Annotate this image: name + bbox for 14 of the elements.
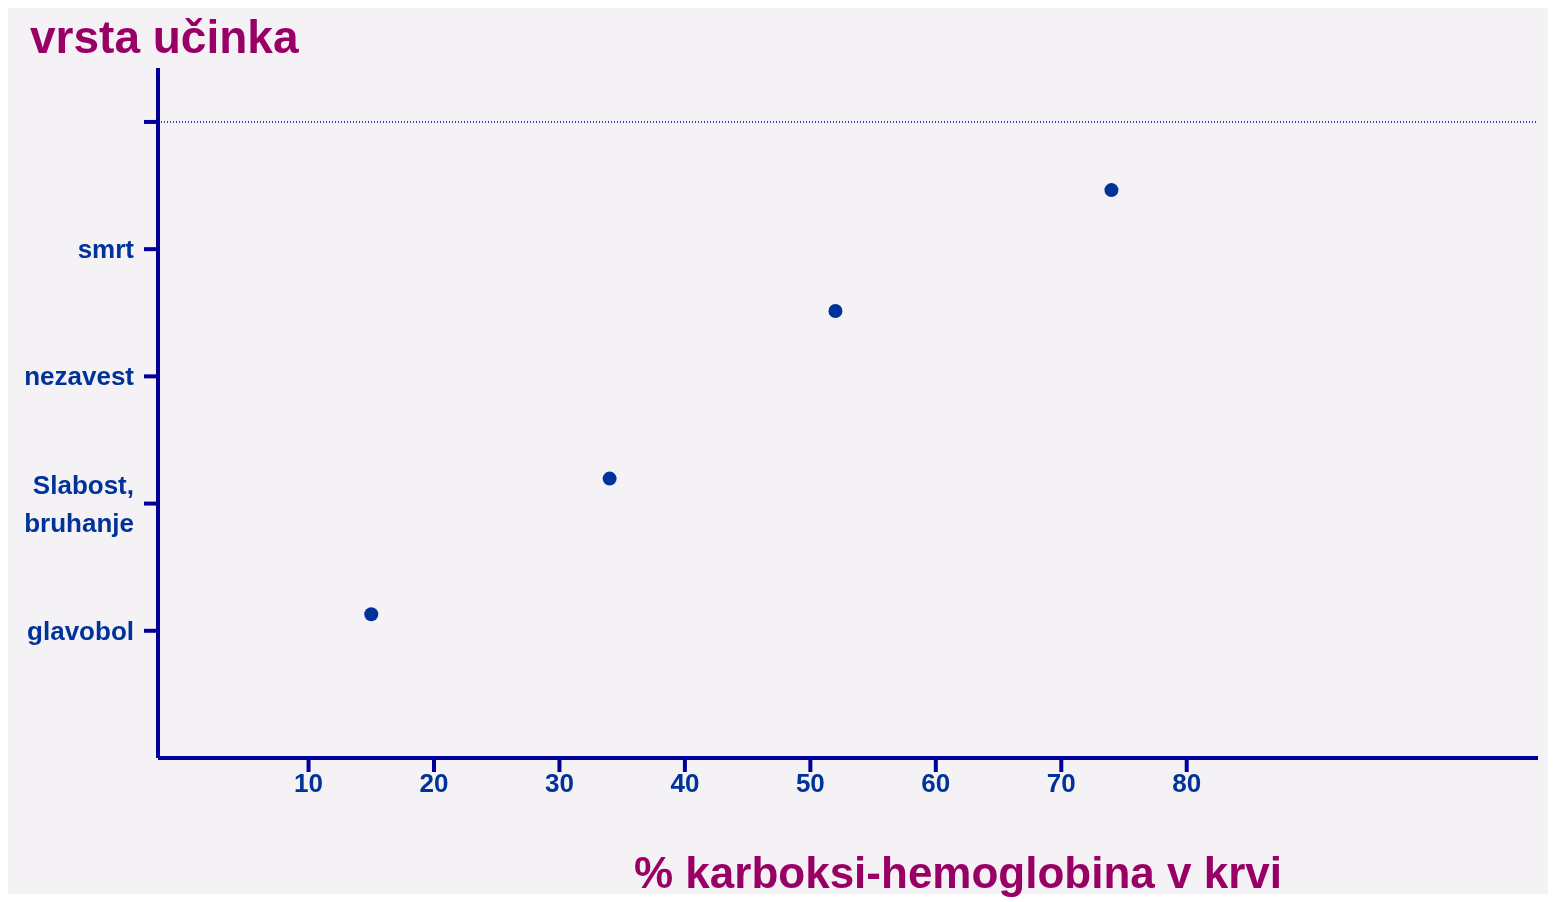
- x-tick-label: 80: [1172, 768, 1202, 799]
- x-axis-title: % karboksi-hemoglobina v krvi: [633, 848, 1283, 898]
- x-tick-label: 30: [544, 768, 574, 799]
- category-label: Slabost, bruhanje: [24, 469, 134, 538]
- x-tick-label: 70: [1046, 768, 1076, 799]
- x-tick-label: 40: [670, 768, 700, 799]
- category-label: glavobol: [27, 615, 134, 646]
- y-axis-title: vrsta učinka: [30, 10, 299, 64]
- x-tick-label: 50: [795, 768, 825, 799]
- x-tick-label: 60: [921, 768, 951, 799]
- category-label: smrt: [77, 234, 134, 265]
- x-tick-label: 10: [294, 768, 324, 799]
- x-tick-label: 20: [419, 768, 449, 799]
- category-label: nezavest: [24, 361, 134, 392]
